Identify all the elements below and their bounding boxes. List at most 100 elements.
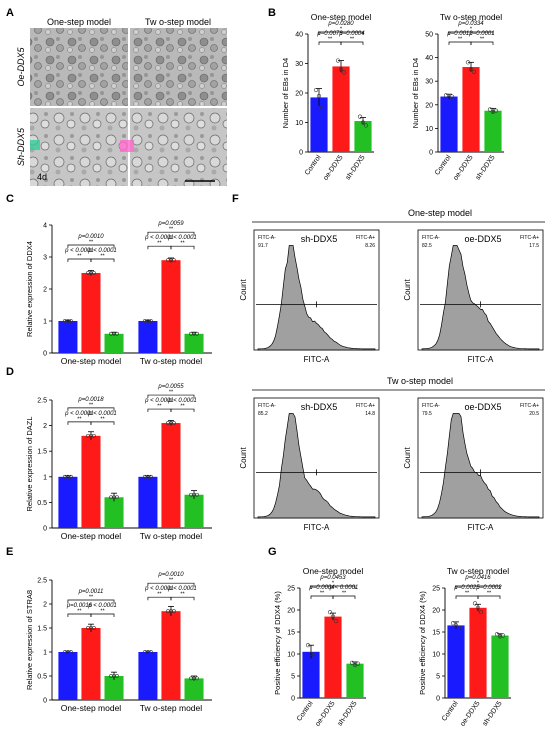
significance-stars: ** — [328, 37, 333, 43]
significance-bracket — [170, 408, 195, 413]
significance-bracket — [340, 41, 364, 45]
y-tick-label: 10 — [295, 120, 303, 127]
panel-label-c: C — [6, 193, 14, 205]
data-point — [449, 94, 455, 99]
flow-x-axis-label: FITC-A — [468, 355, 494, 364]
significance-stars: ** — [77, 609, 82, 615]
significance-bracket — [67, 244, 115, 248]
gate-right-percent: 14.8 — [365, 411, 375, 417]
p-value-label: p=0.0012 — [446, 31, 473, 37]
significance-bracket — [470, 41, 494, 45]
y-tick-label: 2 — [43, 287, 47, 294]
data-point — [149, 650, 153, 654]
y-axis-label: Number of EBs in D4 — [281, 58, 290, 128]
significance-stars: ** — [169, 578, 174, 584]
x-tick-label: oe-DDX5 — [322, 154, 344, 182]
flow-x-axis-label: FITC-A — [304, 355, 330, 364]
data-point — [471, 69, 477, 74]
bar — [184, 494, 204, 528]
data-point — [115, 674, 119, 678]
bar — [161, 611, 181, 700]
y-tick-label: 0 — [436, 696, 440, 703]
y-axis-label: Positive efficiency of DDX4 (%) — [273, 591, 282, 695]
bar — [484, 110, 502, 152]
significance-bracket — [147, 231, 195, 236]
gate-left-percent: 82.5 — [422, 243, 432, 249]
significance-bracket — [170, 245, 195, 250]
p-value-label: p < 0.0001 — [87, 603, 117, 609]
x-tick-label: oe-DDX5 — [459, 700, 481, 728]
bar — [81, 273, 101, 353]
y-tick-label: 2 — [43, 423, 47, 430]
y-tick-label: 25 — [287, 586, 295, 593]
highlight-mark — [30, 140, 40, 150]
bar — [81, 628, 101, 700]
x-tick-label: Control — [434, 154, 453, 177]
y-axis-label: Positive efficiency of DDX4 (%) — [418, 591, 427, 695]
y-tick-label: 0 — [43, 526, 47, 533]
bar — [332, 66, 350, 152]
bar — [184, 678, 204, 700]
significance-bracket — [332, 595, 356, 599]
data-point — [172, 609, 176, 614]
data-point — [468, 67, 474, 72]
x-tick-label: sh-DDX5 — [482, 700, 504, 727]
y-tick-label: 1 — [43, 650, 47, 657]
data-point — [453, 623, 459, 628]
gate-right-label: FITC-A+ — [520, 403, 539, 409]
data-point — [92, 271, 96, 275]
data-point — [69, 319, 73, 323]
significance-stars: ** — [89, 240, 94, 246]
x-tick-label: sh-DDX5 — [337, 700, 359, 727]
significance-stars: ** — [487, 591, 492, 597]
gate-left-percent: 91.7 — [258, 243, 268, 249]
data-point — [349, 660, 355, 665]
panel-label-g: G — [268, 546, 277, 558]
panel-label-d: D — [6, 366, 14, 378]
y-tick-label: 2.5 — [37, 578, 47, 585]
gate-right-percent: 8.26 — [365, 243, 375, 249]
p-value-label: p < 0.0001 — [87, 248, 117, 254]
data-point — [69, 650, 73, 654]
y-tick-label: 2 — [43, 602, 47, 609]
group-label: Tw o-step model — [140, 356, 202, 366]
y-tick-label: 3 — [43, 255, 47, 262]
flow-histogram: sh-DDX5 FITC-A- 85.2 FITC-A+ 14.8 FITC-A Count — [239, 397, 380, 532]
panel-label-f: F — [232, 193, 239, 205]
y-tick-label: 0.5 — [37, 674, 47, 681]
data-point — [450, 621, 456, 626]
bar — [462, 67, 480, 152]
histogram-curve — [421, 245, 540, 351]
y-tick-label: 2.5 — [37, 398, 47, 405]
micrograph-oe-two — [130, 28, 227, 106]
gate-left-label: FITC-A- — [422, 235, 440, 241]
p-value-label: p=0.0001 — [468, 31, 494, 37]
p-value-label: p=0.0018 — [77, 397, 104, 403]
significance-bracket — [448, 31, 494, 35]
x-tick-label: Control — [441, 700, 460, 723]
gate-right-label: FITC-A+ — [356, 235, 375, 241]
y-axis-label: Relative expression of DAZL — [25, 416, 34, 511]
gate-left-label: FITC-A- — [258, 403, 276, 409]
bar — [138, 476, 158, 528]
bar — [81, 435, 101, 528]
micrograph-row-oe: Oe-DDX5 — [16, 47, 26, 87]
p-value-label: p=0.0011 — [78, 589, 104, 595]
p-value-label: p=0.0280 — [327, 21, 354, 27]
y-tick-label: 0 — [299, 150, 303, 157]
y-tick-label: 15 — [287, 630, 295, 637]
flow-x-axis-label: FITC-A — [468, 523, 494, 532]
significance-stars: ** — [169, 227, 174, 233]
gate-right-label: FITC-A+ — [356, 403, 375, 409]
y-tick-label: 1.5 — [37, 449, 47, 456]
x-tick-label: sh-DDX5 — [345, 154, 367, 181]
micrograph-row-sh: Sh-DDX5 — [16, 127, 26, 166]
data-point — [172, 421, 176, 425]
significance-stars: ** — [89, 402, 94, 408]
data-point — [500, 633, 506, 638]
x-tick-label: oe-DDX5 — [314, 700, 336, 728]
flow-plot-title: sh-DDX5 — [301, 402, 338, 412]
bar — [447, 625, 465, 698]
significance-bracket — [310, 585, 356, 589]
